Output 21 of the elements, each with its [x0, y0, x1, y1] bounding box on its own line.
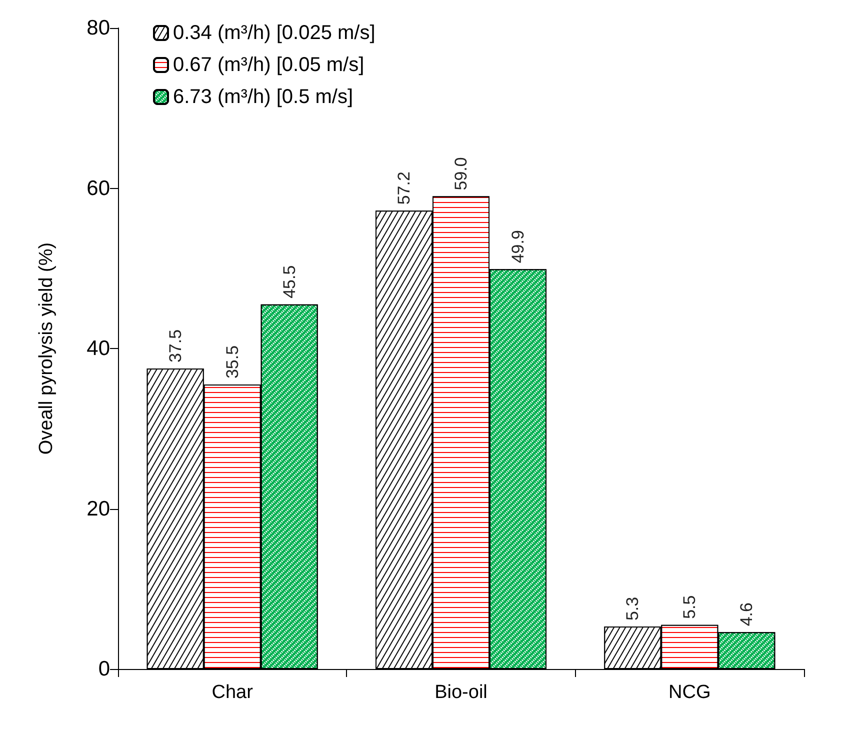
- data-label: 49.9: [508, 230, 528, 264]
- y-tick-label: 40: [86, 337, 110, 360]
- data-label: 5.3: [623, 596, 642, 621]
- data-label: 59.0: [452, 157, 470, 190]
- x-tick-label: Bio-oil: [434, 682, 488, 703]
- x-tick-label: Char: [212, 682, 254, 703]
- y-tick-label: 20: [86, 497, 110, 520]
- legend-label: 0.34 (m³/h) [0.025 m/s]: [173, 22, 376, 44]
- data-label: 57.2: [394, 172, 414, 205]
- y-axis-title: Oveall pyrolysis yield (%): [36, 242, 57, 455]
- y-tick-label: 60: [86, 176, 110, 200]
- data-label: 4.6: [737, 602, 756, 626]
- data-label: 35.5: [222, 345, 242, 379]
- legend-label: 6.73 (m³/h) [0.5 m/s]: [173, 86, 354, 108]
- x-tick-label: NCG: [668, 682, 711, 703]
- y-tick-label: 0: [98, 658, 110, 680]
- data-label: 45.5: [280, 265, 299, 298]
- data-label: 37.5: [166, 329, 185, 363]
- legend-label: 0.67 (m³/h) [0.05 m/s]: [173, 54, 364, 76]
- data-label: 5.5: [680, 595, 700, 619]
- y-tick-label: 80: [86, 16, 110, 40]
